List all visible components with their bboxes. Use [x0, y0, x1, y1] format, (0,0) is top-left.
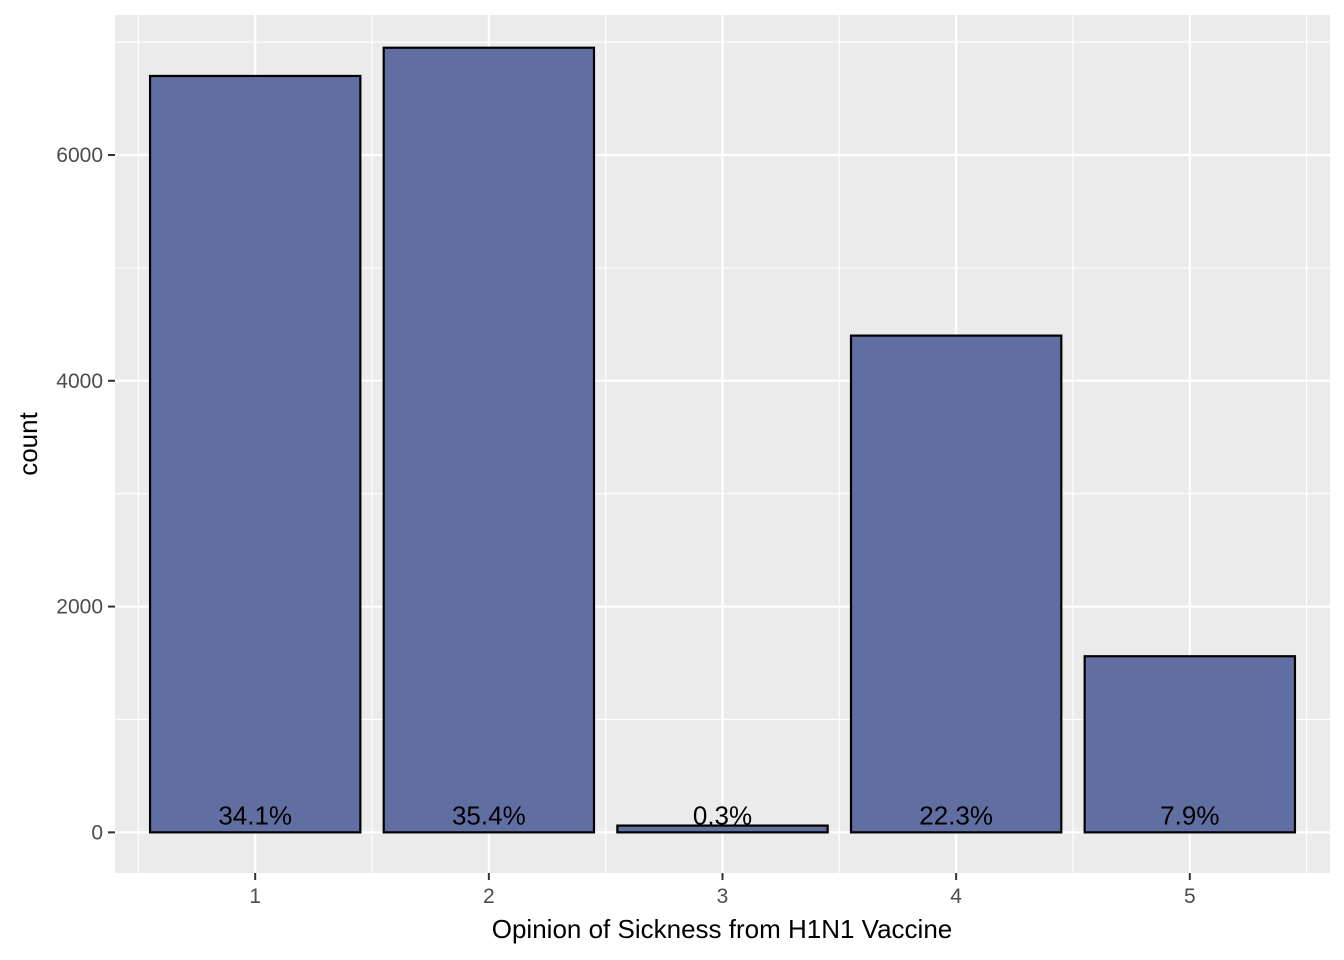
x-axis: 1 2 3 4 5: [249, 873, 1196, 908]
bar-4: [849, 334, 1063, 834]
bar-label-5: 7.9%: [1160, 800, 1219, 830]
bar-label-4: 22.3%: [919, 800, 993, 830]
bar-1: [148, 74, 362, 834]
y-tick-label: 0: [91, 821, 103, 844]
x-tick-label: 1: [249, 885, 261, 908]
y-axis-title: count: [13, 411, 43, 475]
bar-label-2: 35.4%: [452, 800, 526, 830]
bar-label-3: 0.3%: [693, 800, 752, 830]
bar-5: [1083, 655, 1297, 834]
x-tick-label: 5: [1184, 885, 1196, 908]
x-tick-label: 2: [483, 885, 495, 908]
x-tick-label: 4: [950, 885, 962, 908]
y-tick-label: 4000: [56, 370, 103, 393]
bar-label-1: 34.1%: [218, 800, 292, 830]
y-axis: 0 2000 4000 6000: [56, 144, 115, 844]
x-tick-label: 3: [717, 885, 729, 908]
bars: [148, 46, 1297, 834]
x-axis-title: Opinion of Sickness from H1N1 Vaccine: [492, 914, 953, 944]
bar-3: [616, 824, 829, 834]
bar-labels: 34.1% 35.4% 0.3% 22.3% 7.9%: [218, 800, 1219, 830]
y-tick-label: 6000: [56, 144, 103, 167]
y-tick-label: 2000: [56, 596, 103, 619]
bar-2: [382, 46, 596, 834]
